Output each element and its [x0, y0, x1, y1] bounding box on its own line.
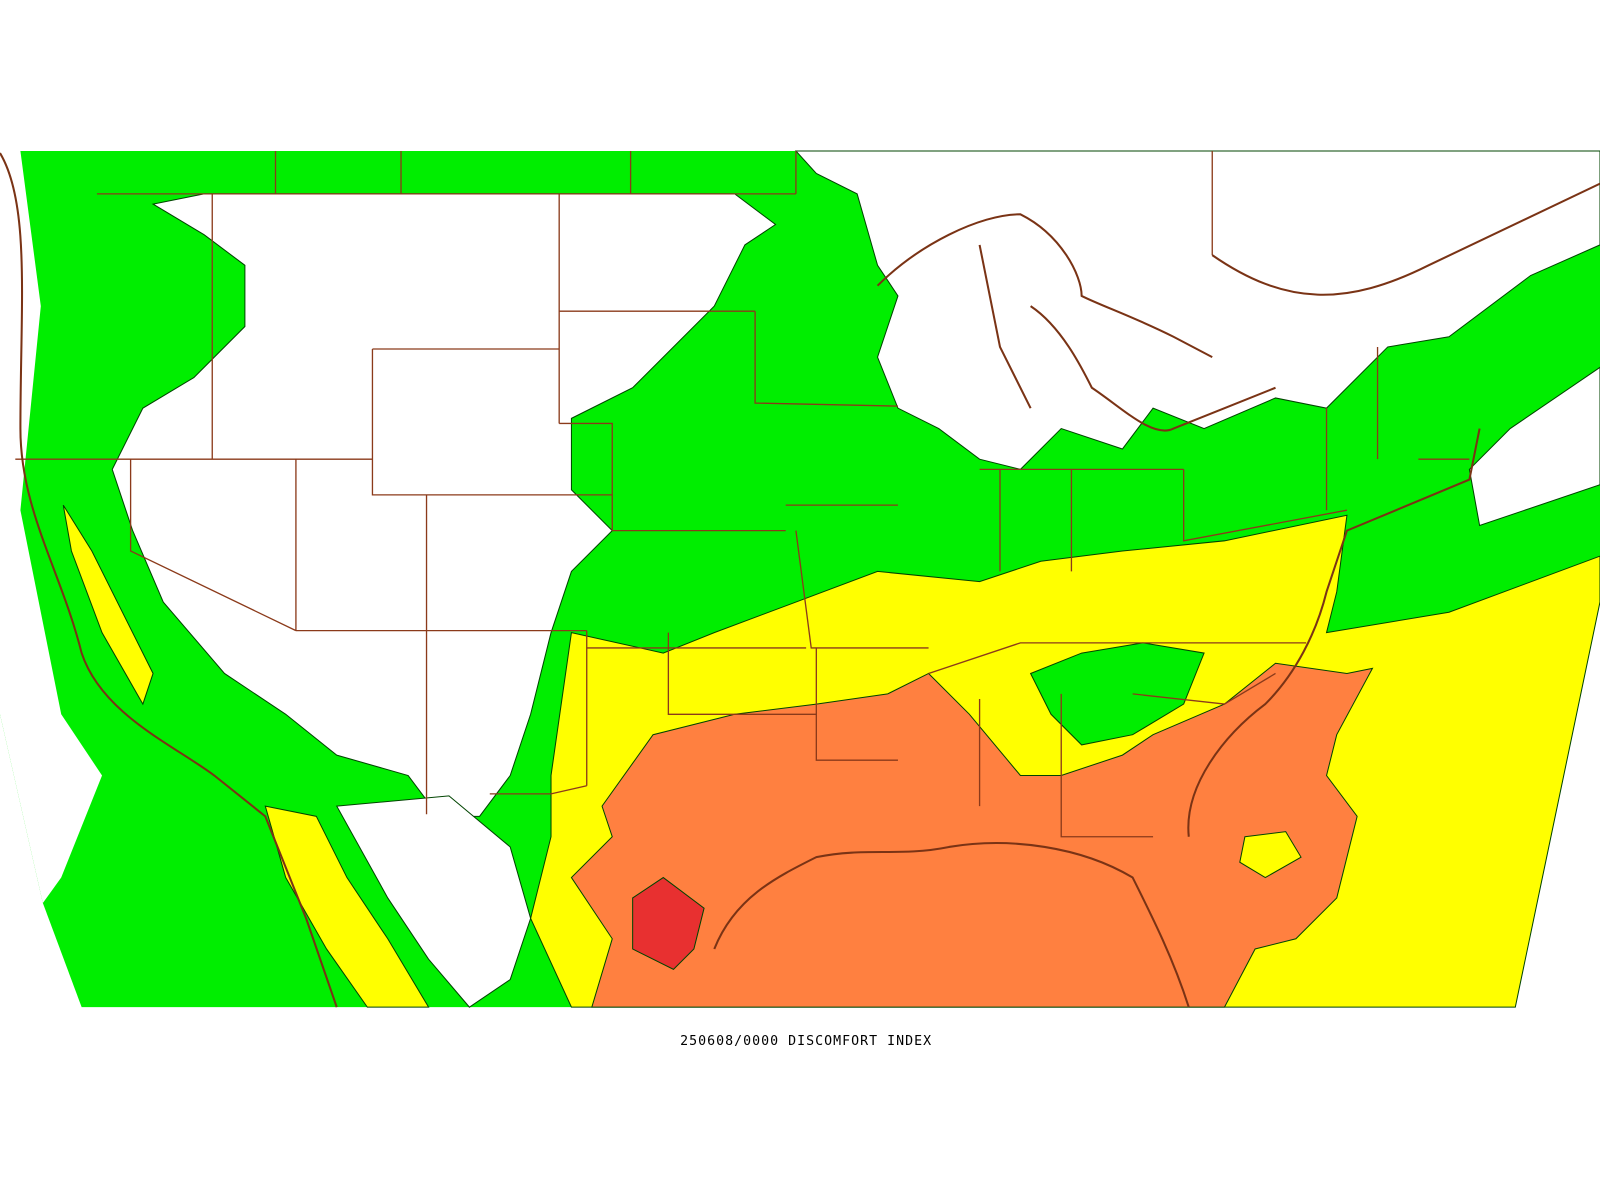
yellow-zone-california	[62, 504, 154, 706]
white-zone-west	[111, 193, 777, 817]
state-borders	[0, 151, 1600, 1008]
white-zone-atlantic	[1468, 366, 1600, 527]
red-zone	[632, 876, 705, 971]
white-zone-north	[794, 150, 1600, 470]
white-zone-mexico	[335, 795, 532, 1008]
great-lakes	[876, 182, 1600, 432]
orange-zone	[570, 662, 1374, 1008]
field-layers	[0, 150, 1600, 1008]
white-zone-pacific	[0, 151, 103, 904]
yellow-zone-gulf	[1239, 831, 1302, 879]
state-border	[15, 151, 1470, 838]
coastline	[0, 152, 1481, 1008]
map-title: 250608/0000 DISCOMFORT INDEX	[680, 1034, 932, 1049]
